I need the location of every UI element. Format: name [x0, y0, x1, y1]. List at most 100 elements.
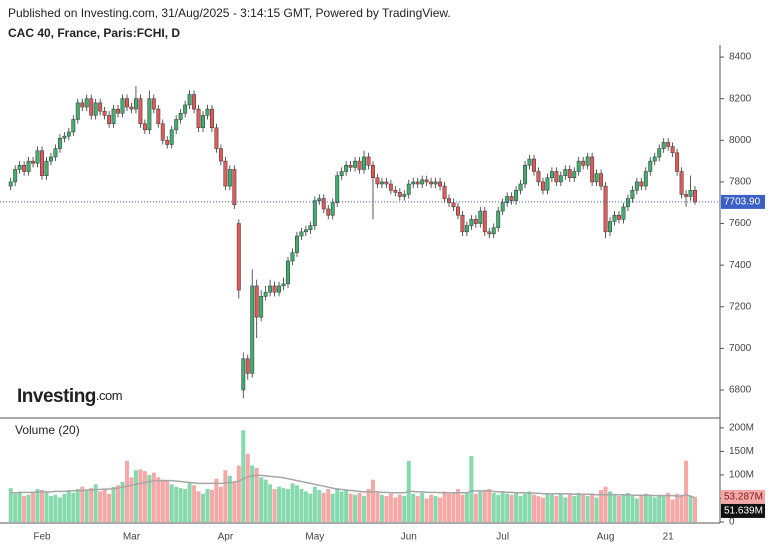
candle-body	[442, 185, 447, 199]
last-price-label: 7703.90	[724, 197, 761, 208]
candle-body	[53, 148, 58, 158]
candle-body	[111, 108, 116, 124]
volume-bar	[357, 492, 362, 522]
candle-body	[420, 179, 425, 185]
volume-bar	[268, 484, 273, 522]
volume-bar	[330, 493, 335, 522]
volume-bar	[62, 493, 67, 522]
candle-body	[603, 185, 608, 233]
volume-bar	[514, 492, 519, 522]
candle-body	[563, 169, 568, 176]
candle-body	[402, 194, 407, 197]
volume-bar	[348, 493, 353, 522]
candle-body	[205, 108, 210, 116]
volume-bar	[500, 491, 505, 522]
volume-bar	[312, 486, 317, 522]
x-tick-label: May	[305, 532, 324, 543]
logo: Investing.com	[17, 386, 122, 407]
volume-bar	[178, 488, 183, 522]
volume-bar	[133, 470, 138, 522]
volume-bar	[384, 496, 389, 522]
candle-body	[178, 112, 183, 120]
candle-body	[411, 181, 416, 185]
volume-bar	[509, 494, 514, 522]
candle-body	[353, 160, 358, 168]
candle-body	[447, 198, 451, 203]
candle-body	[429, 181, 434, 185]
candle-body	[308, 225, 313, 231]
candle-body	[227, 169, 232, 187]
candle-body	[277, 285, 282, 293]
candle-body	[675, 152, 680, 172]
volume-bar	[366, 489, 371, 522]
volume-ma-label: 51.639M	[724, 506, 763, 517]
volume-bar	[527, 491, 532, 522]
volume-bar	[496, 494, 501, 522]
volume-bar	[536, 496, 541, 522]
volume-bar	[31, 492, 36, 522]
candle-body	[456, 206, 460, 216]
volume-bar	[563, 497, 568, 522]
candle-body	[272, 285, 277, 293]
volume-bar	[545, 493, 550, 522]
x-tick-label: Apr	[218, 532, 234, 543]
candle-body	[290, 252, 295, 262]
volume-bar	[420, 492, 425, 522]
candle-body	[22, 165, 27, 172]
candle-body	[558, 175, 563, 183]
candle-body	[286, 260, 290, 285]
candle-body	[241, 358, 246, 391]
candle-body	[594, 173, 599, 183]
volume-bar	[648, 496, 653, 522]
volume-bar	[473, 493, 478, 522]
candle-body	[362, 156, 366, 170]
candle-body	[321, 198, 326, 210]
candle-body	[80, 102, 85, 108]
volume-bar	[75, 489, 80, 522]
y-tick-label: 7800	[729, 177, 752, 188]
candle-body	[643, 171, 648, 187]
volume-bar	[693, 496, 697, 522]
volume-bar	[281, 488, 286, 522]
volume-bar	[326, 489, 331, 522]
volume-bar	[652, 497, 657, 522]
y-tick-label: 8400	[729, 52, 752, 63]
volume-bar	[684, 460, 689, 522]
volume-bar	[679, 494, 684, 522]
candle-body	[617, 214, 621, 220]
candle-body	[487, 231, 492, 235]
volume-bar	[670, 499, 675, 522]
volume-bar	[218, 486, 223, 522]
volume-bar	[424, 498, 429, 522]
candle-body	[317, 198, 322, 201]
candle-body	[268, 285, 273, 293]
candle-body	[335, 175, 340, 203]
candle-body	[44, 160, 49, 176]
candle-body	[496, 210, 501, 228]
volume-bar	[460, 494, 465, 522]
candle-body	[138, 98, 143, 124]
volume-bar	[174, 486, 179, 522]
y-tick-label: 7000	[729, 343, 752, 354]
volume-bar	[93, 484, 98, 522]
y-tick-label: 8200	[729, 93, 752, 104]
x-tick-label: Feb	[33, 532, 51, 543]
volume-bar	[227, 475, 232, 522]
candle-body	[406, 183, 411, 195]
volume-bar	[411, 493, 416, 522]
volume-bar	[549, 494, 554, 522]
candle-body	[129, 106, 134, 110]
volume-bar	[8, 488, 13, 522]
candle-body	[160, 123, 165, 141]
volume-bar	[138, 469, 143, 522]
y-tick-label: 7600	[729, 218, 752, 229]
volume-bar	[572, 496, 577, 522]
candle-body	[348, 165, 353, 168]
volume-bar	[111, 486, 116, 522]
candle-body	[151, 98, 156, 110]
candle-body	[652, 156, 657, 162]
volume-bar	[558, 493, 563, 522]
volume-bar	[317, 490, 322, 522]
volume-bar	[433, 496, 438, 522]
